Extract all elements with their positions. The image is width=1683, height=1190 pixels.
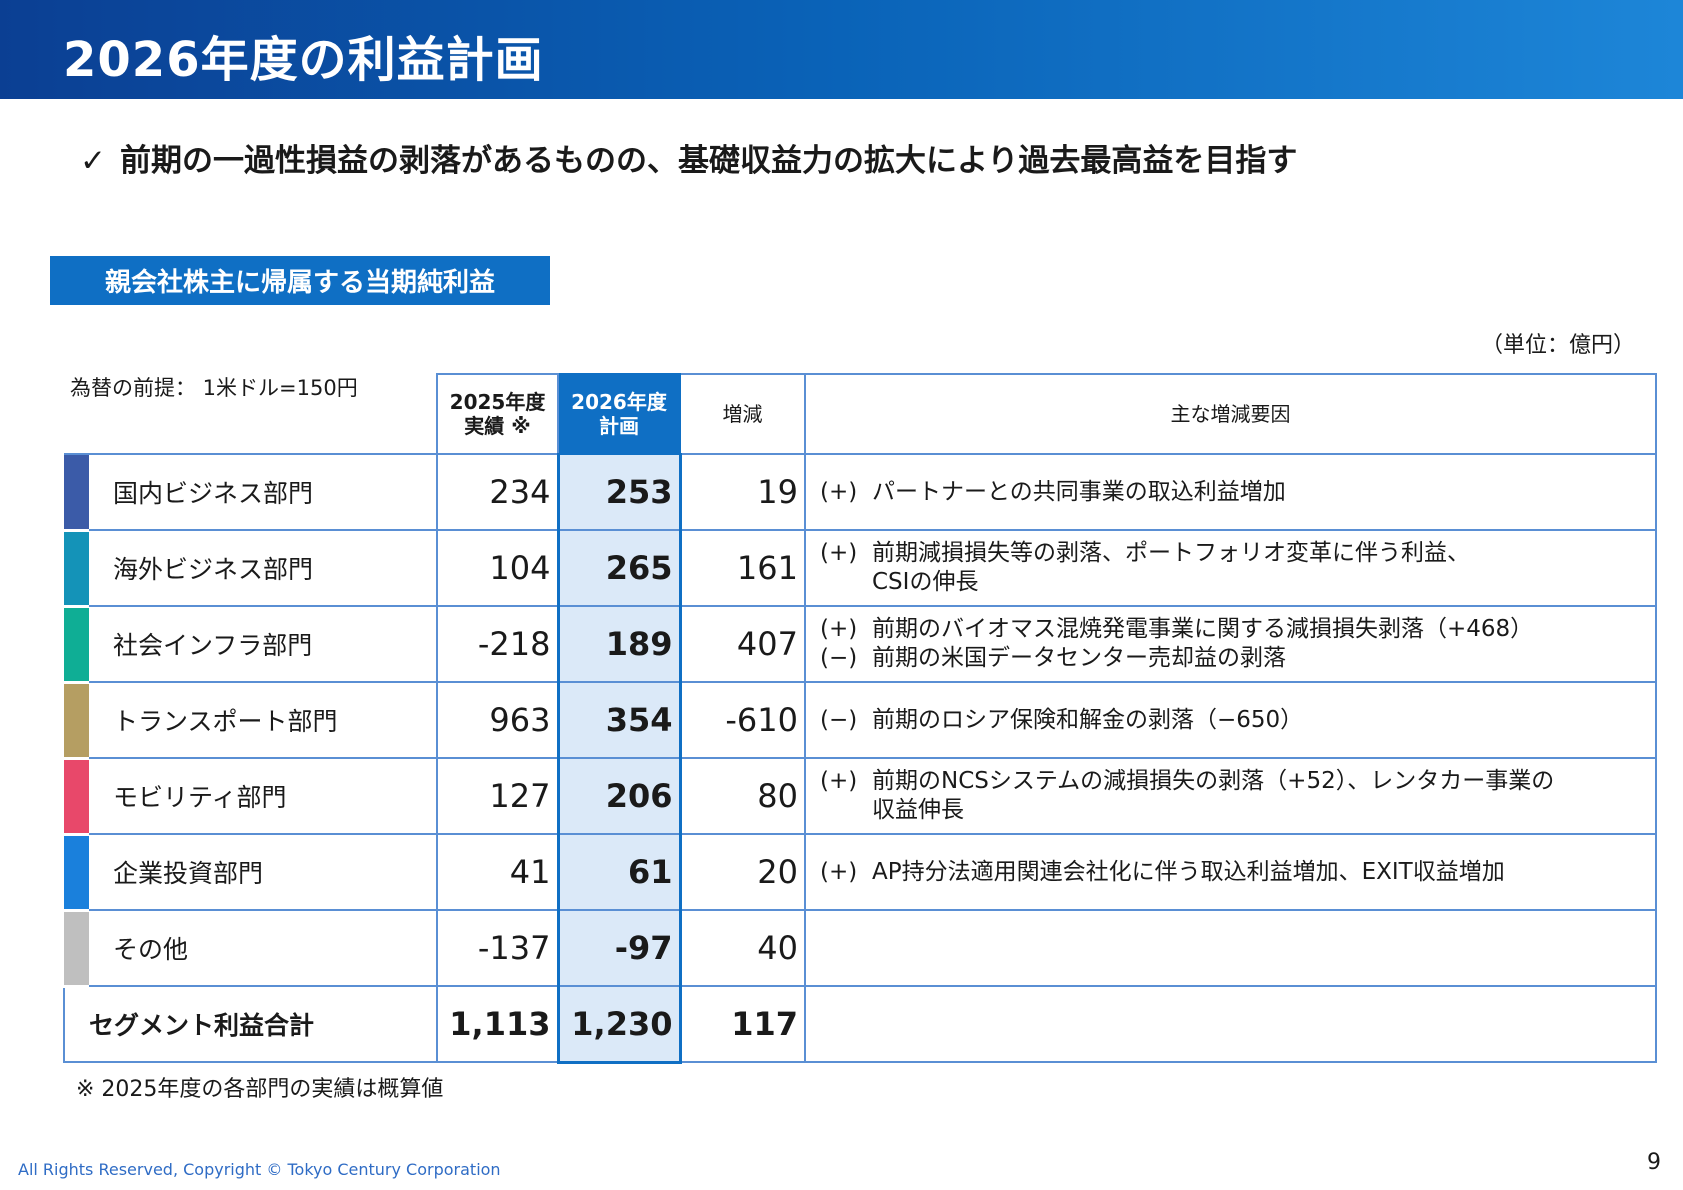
reason-cell: (−) 前期のロシア保険和解金の剥落（−650） bbox=[805, 682, 1657, 759]
reason-line: (+) パートナーとの共同事業の取込利益増加 bbox=[820, 478, 1655, 507]
value-fy2026: 265 bbox=[556, 530, 682, 607]
value-fy2025: 127 bbox=[437, 758, 559, 835]
header-diff: 増減 bbox=[680, 373, 806, 455]
reason-line: (+) 前期のバイオマス混焼発電事業に関する減損損失剥落（+468） bbox=[820, 615, 1655, 644]
value-fy2026: 206 bbox=[556, 758, 682, 835]
header-spacer bbox=[64, 374, 89, 455]
header-fy2025: 2025年度 実績 ※ bbox=[436, 373, 559, 455]
value-fy2025: 963 bbox=[437, 682, 559, 759]
table-row: 企業投資部門 41 61 20 (+) AP持分法適用関連会社化に伴う取込利益増加、EXI… bbox=[64, 834, 1657, 912]
table-row: 海外ビジネス部門 104 265 161 (+) 前期減損損失等の剥落、ポートフォリオ変革… bbox=[64, 530, 1657, 608]
value-diff: 161 bbox=[680, 530, 806, 607]
segment-color-bar bbox=[64, 454, 89, 532]
reason-line: (−) 前期のロシア保険和解金の剥落（−650） bbox=[820, 706, 1655, 735]
value-fy2025: -137 bbox=[437, 910, 559, 987]
segment-color-bar bbox=[64, 834, 89, 912]
segment-name: 国内ビジネス部門 bbox=[89, 454, 438, 531]
header-fy2026: 2026年度 計画 bbox=[558, 373, 681, 455]
segment-color-bar bbox=[64, 682, 89, 760]
table-row: モビリティ部門 127 206 80 (+) 前期のNCSシステムの減損損失の剥落（+52… bbox=[64, 758, 1657, 836]
reason-text: AP持分法適用関連会社化に伴う取込利益増加、EXIT収益増加 bbox=[872, 858, 1505, 885]
total-reasons bbox=[805, 986, 1657, 1063]
reason-line: (+) 前期減損損失等の剥落、ポートフォリオ変革に伴う利益、 bbox=[820, 539, 1655, 568]
value-diff: 407 bbox=[680, 606, 806, 683]
reason-cell: (+) 前期のバイオマス混焼発電事業に関する減損損失剥落（+468） (−) 前期の米… bbox=[805, 606, 1657, 683]
title-bar: 2026年度の利益計画 bbox=[0, 0, 1683, 99]
table-row: トランスポート部門 963 354 -610 (−) 前期のロシア保険和解金の剥落（−65… bbox=[64, 682, 1657, 760]
segment-name: トランスポート部門 bbox=[89, 682, 438, 759]
value-diff: 40 bbox=[680, 910, 806, 987]
reason-cell: (+) AP持分法適用関連会社化に伴う取込利益増加、EXIT収益増加 bbox=[805, 834, 1657, 911]
value-fy2025: 41 bbox=[437, 834, 559, 911]
reason-cell: (+) パートナーとの共同事業の取込利益増加 bbox=[805, 454, 1657, 531]
segment-color-bar bbox=[64, 606, 89, 684]
segment-name: 海外ビジネス部門 bbox=[89, 530, 438, 607]
table-row: 国内ビジネス部門 234 253 19 (+) パートナーとの共同事業の取込利益増加 bbox=[64, 454, 1657, 532]
unit-note: （単位：億円） bbox=[1480, 333, 1635, 358]
reason-line: (+) AP持分法適用関連会社化に伴う取込利益増加、EXIT収益増加 bbox=[820, 858, 1655, 887]
reason-line: (−) 前期の米国データセンター売却益の剥落 bbox=[820, 644, 1655, 673]
segment-name: モビリティ部門 bbox=[89, 758, 438, 835]
page-title: 2026年度の利益計画 bbox=[63, 32, 544, 88]
total-fy2026: 1,230 bbox=[556, 986, 682, 1064]
reason-continuation: CSIの伸長 bbox=[872, 569, 979, 595]
reason-text: 前期のロシア保険和解金の剥落（−650） bbox=[872, 706, 1304, 733]
reason-sign: (−) bbox=[820, 645, 858, 671]
value-diff: 80 bbox=[680, 758, 806, 835]
reason-sign: (+) bbox=[820, 858, 858, 885]
segment-name: 社会インフラ部門 bbox=[89, 606, 438, 683]
value-fy2025: -218 bbox=[437, 606, 559, 683]
segment-color-bar bbox=[64, 530, 89, 608]
header-reasons: 主な増減要因 bbox=[805, 373, 1657, 455]
value-diff: 20 bbox=[680, 834, 806, 911]
reason-cell bbox=[805, 910, 1657, 987]
reason-text: パートナーとの共同事業の取込利益増加 bbox=[872, 478, 1286, 505]
table-header-row: 2025年度 実績 ※ 2026年度 計画 増減 主な増減要因 bbox=[64, 373, 1657, 455]
segment-name: 企業投資部門 bbox=[89, 834, 438, 911]
value-fy2026: 189 bbox=[556, 606, 682, 683]
reason-sign: (−) bbox=[820, 706, 858, 733]
value-fy2026: 354 bbox=[556, 682, 682, 759]
segment-color-bar bbox=[64, 758, 89, 836]
reason-cell: (+) 前期減損損失等の剥落、ポートフォリオ変革に伴う利益、 CSIの伸長 bbox=[805, 530, 1657, 607]
reason-sign: (+) bbox=[820, 768, 858, 794]
reason-sign: (+) bbox=[820, 478, 858, 505]
reason-text: 前期のNCSシステムの減損損失の剥落（+52）、レンタカー事業の bbox=[872, 768, 1555, 794]
value-fy2025: 104 bbox=[437, 530, 559, 607]
value-diff: -610 bbox=[680, 682, 806, 759]
reason-line: (+) 前期のNCSシステムの減損損失の剥落（+52）、レンタカー事業の bbox=[820, 767, 1655, 796]
segment-color-bar bbox=[64, 910, 89, 988]
reason-cell: (+) 前期のNCSシステムの減損損失の剥落（+52）、レンタカー事業の 収益伸長 bbox=[805, 758, 1657, 835]
reason-text: 前期のバイオマス混焼発電事業に関する減損損失剥落（+468） bbox=[872, 616, 1534, 642]
value-diff: 19 bbox=[680, 454, 806, 531]
reason-sign: (+) bbox=[820, 616, 858, 642]
lead-text: 前期の一過性損益の剥落があるものの、基礎収益力の拡大により過去最高益を目指す bbox=[119, 143, 1298, 179]
reason-sign: (+) bbox=[820, 540, 858, 566]
total-label: セグメント利益合計 bbox=[63, 986, 438, 1063]
value-fy2026: -97 bbox=[556, 910, 682, 987]
segment-name: その他 bbox=[89, 910, 438, 987]
total-diff: 117 bbox=[680, 986, 806, 1063]
check-icon: ✓ bbox=[80, 143, 106, 179]
value-fy2025: 234 bbox=[437, 454, 559, 531]
value-fy2026: 253 bbox=[556, 454, 682, 531]
profit-plan-table: 2025年度 実績 ※ 2026年度 計画 増減 主な増減要因 国内ビジネス部門… bbox=[63, 373, 1657, 1064]
table-row: その他 -137 -97 40 bbox=[64, 910, 1657, 988]
lead-statement: ✓ 前期の一過性損益の剥落があるものの、基礎収益力の拡大により過去最高益を目指す bbox=[80, 135, 1297, 180]
copyright: All Rights Reserved, Copyright © Tokyo C… bbox=[18, 1160, 501, 1179]
page-number: 9 bbox=[1647, 1150, 1661, 1175]
table-row: 社会インフラ部門 -218 189 407 (+) 前期のバイオマス混焼発電事業に関する減… bbox=[64, 606, 1657, 684]
reason-text: 前期の米国データセンター売却益の剥落 bbox=[872, 645, 1286, 671]
header-spacer bbox=[89, 374, 438, 455]
reason-text: 前期減損損失等の剥落、ポートフォリオ変革に伴う利益、 bbox=[872, 540, 1470, 566]
section-label: 親会社株主に帰属する当期純利益 bbox=[50, 256, 550, 305]
reason-continuation: 収益伸長 bbox=[872, 797, 964, 823]
total-row: セグメント利益合計 1,113 1,230 117 bbox=[63, 986, 1657, 1064]
value-fy2026: 61 bbox=[556, 834, 682, 911]
footnote: ※ 2025年度の各部門の実績は概算値 bbox=[76, 1077, 444, 1102]
total-fy2025: 1,113 bbox=[437, 986, 559, 1063]
